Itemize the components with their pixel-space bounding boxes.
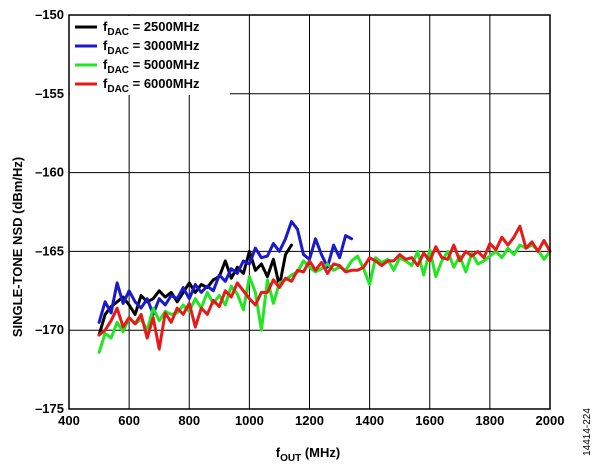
- plot-frame: [68, 14, 551, 410]
- legend-background: [70, 16, 230, 95]
- series-line-2500: [97, 243, 293, 337]
- x-tick-label: 1800: [475, 413, 504, 428]
- x-axis-label: fOUT (MHz): [276, 445, 340, 464]
- tick-labels: 400 600 800 1000 1200 1400 1600 1800 2000 –175 –17…: [35, 7, 564, 428]
- y-tick-label: –175: [35, 401, 64, 416]
- x-tick-label: 1000: [235, 413, 264, 428]
- series-line-6000: [97, 224, 552, 351]
- y-tick-label: –165: [35, 243, 64, 258]
- x-tick-label: 400: [58, 413, 80, 428]
- x-axis-label-sub: OUT: [280, 453, 301, 464]
- legend-label: fDAC = 6000MHz: [103, 76, 200, 95]
- x-tick-label: 1200: [295, 413, 324, 428]
- legend-label: fDAC = 2500MHz: [103, 19, 200, 38]
- y-tick-label: –155: [35, 86, 64, 101]
- series-line-3000: [97, 220, 354, 324]
- x-tick-label: 1400: [355, 413, 384, 428]
- x-tick-label: 800: [178, 413, 200, 428]
- legend-label: fDAC = 3000MHz: [103, 38, 200, 57]
- y-axis-label: SINGLE-TONE NSD (dBm/Hz): [10, 157, 25, 337]
- x-axis-label-rest: (MHz): [301, 445, 340, 460]
- x-tick-label: 2000: [536, 413, 565, 428]
- y-tick-label: –150: [35, 7, 64, 22]
- x-tick-label: 600: [118, 413, 140, 428]
- y-tick-label: –170: [35, 322, 64, 337]
- x-axis-label-main: f: [276, 445, 281, 460]
- series-lines: [97, 220, 552, 354]
- legend-label: fDAC = 5000MHz: [103, 57, 200, 76]
- figure-id: 14414-224: [582, 408, 593, 456]
- y-tick-label: –160: [35, 165, 64, 180]
- x-tick-label: 1600: [415, 413, 444, 428]
